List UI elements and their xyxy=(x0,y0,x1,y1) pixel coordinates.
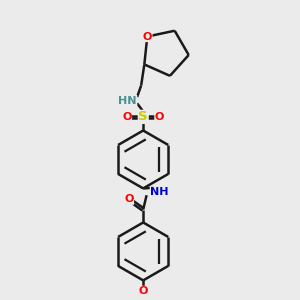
Text: O: O xyxy=(122,112,131,122)
Text: O: O xyxy=(155,112,164,122)
Text: O: O xyxy=(139,286,148,296)
Text: O: O xyxy=(142,32,152,42)
Text: S: S xyxy=(138,110,148,123)
Text: O: O xyxy=(124,194,134,204)
Text: HN: HN xyxy=(118,95,137,106)
Text: NH: NH xyxy=(150,187,169,197)
